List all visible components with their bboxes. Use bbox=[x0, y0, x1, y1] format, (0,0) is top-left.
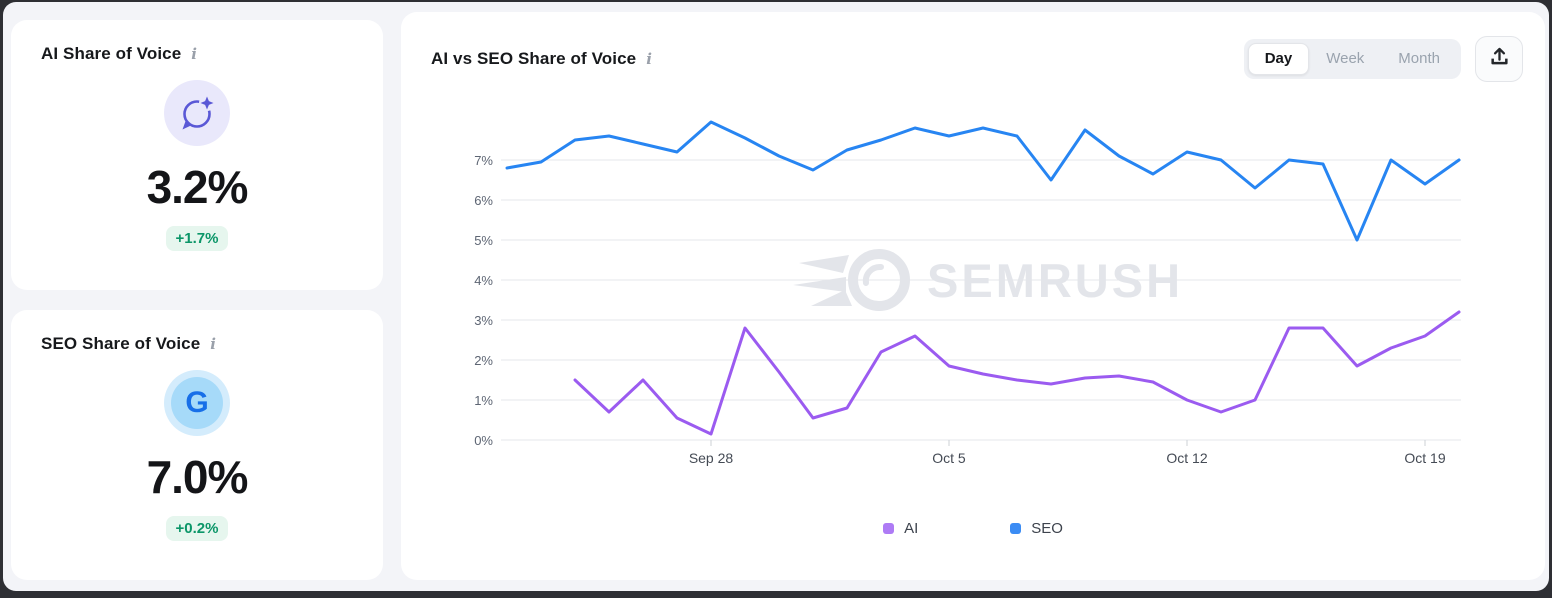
seo-share-of-voice-card: SEO Share of Voice i G 7.0% +0.2% bbox=[11, 310, 383, 580]
card-title-row: SEO Share of Voice i bbox=[41, 334, 216, 354]
delta-badge: +0.2% bbox=[165, 516, 229, 541]
svg-text:Sep 28: Sep 28 bbox=[689, 450, 734, 466]
card-title: AI Share of Voice bbox=[41, 44, 182, 63]
chart-controls: Day Week Month bbox=[1243, 36, 1523, 82]
google-g-icon: G bbox=[164, 370, 230, 436]
chart-legend: AI SEO bbox=[401, 520, 1545, 537]
info-icon[interactable]: i bbox=[210, 335, 216, 353]
info-icon[interactable]: i bbox=[191, 45, 197, 63]
legend-label: SEO bbox=[1031, 520, 1063, 537]
google-g-letter: G bbox=[171, 377, 223, 429]
export-button[interactable] bbox=[1475, 36, 1523, 82]
chart-title-row: AI vs SEO Share of Voice i bbox=[431, 49, 652, 69]
chart-header: AI vs SEO Share of Voice i Day Week Mont… bbox=[431, 36, 1523, 82]
card-title: SEO Share of Voice bbox=[41, 334, 201, 353]
legend-label: AI bbox=[904, 520, 919, 537]
svg-text:0%: 0% bbox=[474, 433, 493, 448]
svg-text:Oct 5: Oct 5 bbox=[932, 450, 966, 466]
toggle-month[interactable]: Month bbox=[1398, 50, 1440, 67]
legend-item-ai[interactable]: AI bbox=[883, 520, 918, 537]
svg-text:6%: 6% bbox=[474, 193, 493, 208]
upload-icon bbox=[1489, 46, 1510, 72]
seo-legend-marker bbox=[1010, 523, 1022, 534]
metric-value: 7.0% bbox=[146, 451, 249, 503]
svg-text:Oct 19: Oct 19 bbox=[1404, 450, 1445, 466]
metric-value: 3.2% bbox=[146, 161, 249, 213]
legend-item-seo[interactable]: SEO bbox=[1010, 520, 1063, 537]
chart-title: AI vs SEO Share of Voice bbox=[431, 49, 637, 68]
semrush-watermark: SEMRUSH bbox=[793, 249, 1183, 311]
ai-share-of-voice-card: AI Share of Voice i 3.2% +1.7% bbox=[11, 20, 383, 290]
svg-text:SEMRUSH: SEMRUSH bbox=[927, 254, 1183, 307]
svg-text:5%: 5% bbox=[474, 233, 493, 248]
ai-vs-seo-chart-card: AI vs SEO Share of Voice i Day Week Mont… bbox=[401, 12, 1545, 580]
granularity-toggle: Day Week Month bbox=[1243, 39, 1461, 79]
card-title-row: AI Share of Voice i bbox=[41, 44, 197, 64]
info-icon[interactable]: i bbox=[646, 50, 652, 68]
ai-chat-sparkle-icon bbox=[164, 80, 230, 146]
svg-text:2%: 2% bbox=[474, 353, 493, 368]
toggle-day[interactable]: Day bbox=[1247, 43, 1310, 75]
svg-text:3%: 3% bbox=[474, 313, 493, 328]
svg-text:1%: 1% bbox=[474, 393, 493, 408]
delta-badge: +1.7% bbox=[165, 226, 229, 251]
line-chart[interactable]: 0%1%2%3%4%5%6%7%Sep 28 Oct 5 Oct 12 Oct 19 … bbox=[401, 90, 1545, 492]
svg-text:Oct 12: Oct 12 bbox=[1166, 450, 1207, 466]
ai-legend-marker bbox=[883, 523, 895, 534]
toggle-week[interactable]: Week bbox=[1326, 50, 1365, 67]
svg-text:4%: 4% bbox=[474, 273, 493, 288]
dashboard: AI Share of Voice i 3.2% +1.7% SEO Share… bbox=[3, 2, 1549, 591]
svg-text:7%: 7% bbox=[474, 153, 493, 168]
